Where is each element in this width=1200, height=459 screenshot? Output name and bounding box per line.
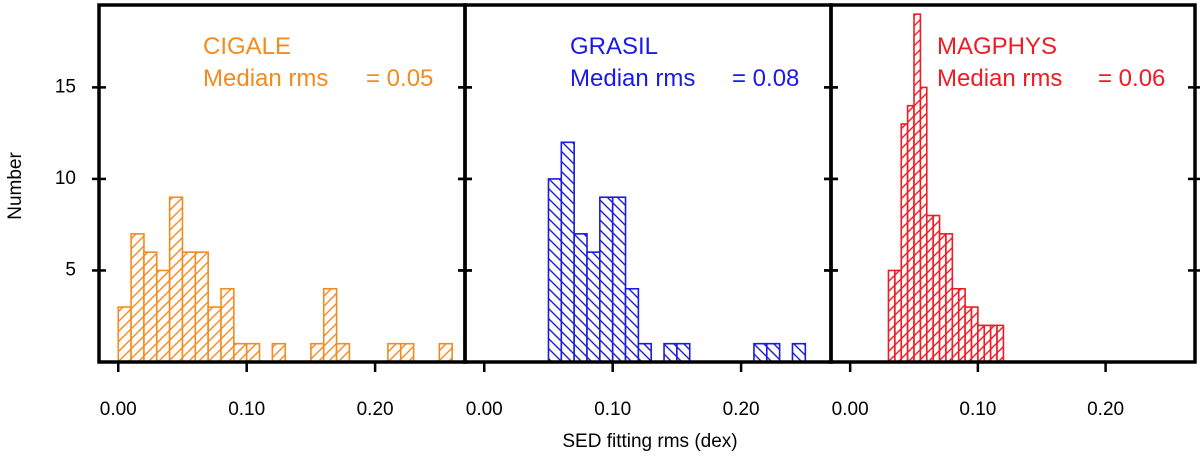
histogram-bar <box>245 342 261 363</box>
histogram-bar <box>663 342 678 363</box>
median-label-magphys: Median rms <box>937 65 1062 92</box>
histogram-bar <box>945 233 954 363</box>
histogram-bar <box>322 287 338 363</box>
histogram-bar <box>155 269 171 363</box>
panel-frame-magphys <box>829 3 1197 364</box>
median-value-grasil: = 0.08 <box>732 65 799 92</box>
y-tick-label: 10 <box>55 168 76 189</box>
histogram-bar <box>925 214 934 363</box>
histogram-bar <box>181 251 197 363</box>
histogram-bar <box>970 306 979 363</box>
histogram-bar <box>611 196 627 363</box>
histogram-bar <box>387 342 402 363</box>
histogram-bar <box>335 342 351 363</box>
y-tick-labels: 5 10 15 <box>55 76 76 280</box>
histogram-bar <box>887 269 896 363</box>
panel-title-magphys: MAGPHYS <box>937 33 1057 60</box>
histogram-bar <box>547 178 563 363</box>
histogram-bar <box>989 324 998 363</box>
panel-title-grasil: GRASIL <box>570 33 658 60</box>
histogram-bar <box>906 104 915 363</box>
y-tick-label: 5 <box>65 259 76 280</box>
histogram-bar <box>624 287 640 363</box>
x-tick-label: 0.20 <box>723 399 760 420</box>
histogram-bar <box>130 233 145 363</box>
histogram-bar <box>765 342 781 363</box>
ticks-grasil <box>458 86 838 372</box>
histogram-bar <box>168 196 184 363</box>
x-tick-label: 0.00 <box>832 399 869 420</box>
ticks-magphys <box>824 86 1200 372</box>
median-label-grasil: Median rms <box>570 65 695 92</box>
histogram-bar <box>791 342 807 363</box>
histogram-bar <box>983 324 992 363</box>
histogram-bar <box>220 287 235 363</box>
histogram-bar <box>560 141 575 363</box>
histogram-bar <box>599 196 614 363</box>
histogram-bar <box>964 306 973 363</box>
histogram-bar <box>117 306 132 363</box>
histogram-bar <box>919 86 928 363</box>
median-value-cigale: = 0.05 <box>366 65 433 92</box>
x-tick-label: 0.20 <box>1087 399 1124 420</box>
histogram-bars-cigale <box>117 196 453 363</box>
histogram-bar <box>637 342 653 363</box>
histogram-bar <box>900 123 909 363</box>
histogram-bar <box>996 324 1005 363</box>
y-axis-title: Number <box>5 152 26 220</box>
histogram-bar <box>233 342 248 363</box>
histogram-bar <box>938 233 947 363</box>
histogram-bar <box>207 306 222 363</box>
histogram-bar <box>586 251 601 363</box>
histogram-bar <box>438 342 453 363</box>
histogram-bar <box>271 342 287 363</box>
histogram-bar <box>310 342 325 363</box>
x-tick-label: 0.00 <box>466 399 503 420</box>
histogram-bar <box>194 251 209 363</box>
x-tick-label: 0.20 <box>357 399 394 420</box>
histogram-bar <box>932 214 941 363</box>
histogram-bar <box>676 342 691 363</box>
x-tick-label: 0.00 <box>100 399 137 420</box>
panel-cigale: CIGALE Median rms = 0.05 <box>92 3 472 372</box>
histogram-bar <box>957 287 966 363</box>
y-tick-label: 15 <box>55 76 76 97</box>
x-tick-label: 0.10 <box>228 399 265 420</box>
x-axis-title: SED fitting rms (dex) <box>562 431 737 452</box>
panel-grasil: GRASIL Median rms = 0.08 <box>458 3 838 372</box>
panel-magphys: MAGPHYS Median rms = 0.06 <box>824 3 1200 372</box>
median-label-cigale: Median rms <box>203 65 328 92</box>
median-value-magphys: = 0.06 <box>1098 65 1165 92</box>
histogram-bar <box>894 269 903 363</box>
panel-title-cigale: CIGALE <box>203 33 291 60</box>
histogram-bar <box>399 342 415 363</box>
histogram-bar <box>977 324 986 363</box>
histogram-bar <box>753 342 768 363</box>
histogram-bar <box>913 13 922 363</box>
x-tick-label: 0.10 <box>959 399 996 420</box>
histogram-bar <box>143 251 158 363</box>
x-tick-labels: 0.00 0.10 0.20 0.00 0.10 0.20 0.00 0.10 … <box>100 399 1124 420</box>
histogram-bar <box>951 287 960 363</box>
histogram-bars-grasil <box>547 141 807 363</box>
histogram-bar <box>573 233 588 363</box>
x-tick-label: 0.10 <box>594 399 631 420</box>
